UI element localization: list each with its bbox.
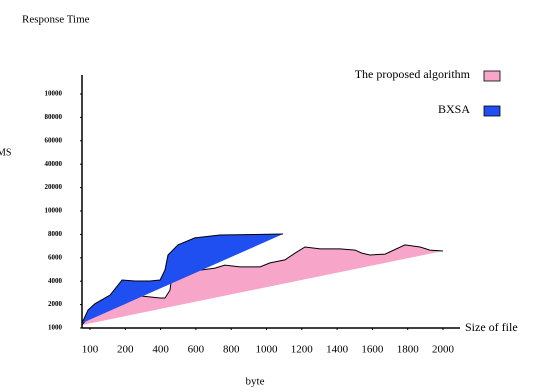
x-tick-label: 600: [188, 344, 205, 356]
y-tick-label: 80000: [45, 113, 63, 121]
x-tick-label: 1800: [397, 344, 420, 356]
y-tick-label: 1000: [48, 324, 63, 332]
y-tick-label: 60000: [45, 136, 63, 144]
x-tick-label: 400: [152, 344, 169, 356]
x-tick-label: 1200: [291, 344, 314, 356]
y-tick-label: 8000: [48, 230, 63, 238]
x-tick-label: 2000: [432, 344, 455, 356]
y-tick-label: 10000: [45, 90, 63, 98]
x-axis-label: Size of file: [465, 320, 518, 334]
y-tick-label: 20000: [45, 183, 63, 191]
x-tick-label: 1400: [326, 344, 349, 356]
y-tick-label: 40000: [45, 160, 63, 168]
x-unit-label: byte: [246, 376, 265, 388]
y-tick-label: 10000: [45, 207, 63, 215]
legend-label: The proposed algorithm: [355, 67, 471, 81]
x-tick-label: 1600: [361, 344, 384, 356]
area: [82, 244, 443, 325]
y-tick-label: 6000: [48, 253, 63, 261]
area-outline: [81, 244, 444, 326]
x-tick-label: 200: [117, 344, 134, 356]
legend-swatch: [483, 70, 501, 82]
y-tick-label: 2000: [48, 300, 63, 308]
x-tick-label: 800: [223, 344, 240, 356]
legend-swatch: [483, 105, 501, 117]
x-tick-label: 1000: [256, 344, 279, 356]
chart-title: Response Time: [22, 14, 90, 26]
area-outline: [81, 233, 284, 324]
y-axis-label: MS: [0, 147, 11, 158]
area: [82, 234, 284, 324]
legend-label: BXSA: [438, 102, 470, 116]
x-tick-label: 100: [82, 344, 99, 356]
y-tick-label: 4000: [48, 277, 63, 285]
